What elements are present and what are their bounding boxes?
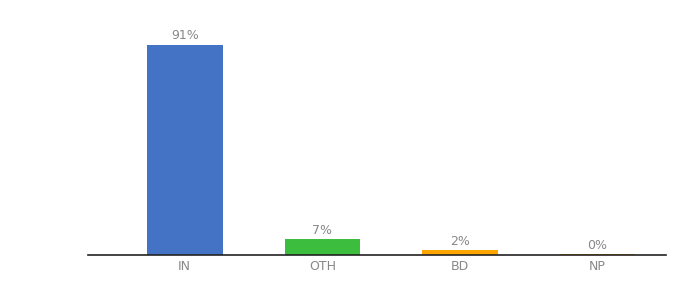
Text: 91%: 91%	[171, 29, 199, 43]
Bar	[422, 250, 498, 255]
Bar	[560, 254, 635, 255]
Text: 0%: 0%	[588, 239, 608, 252]
Text: 2%: 2%	[450, 235, 470, 248]
Text: 7%: 7%	[312, 224, 333, 236]
Bar	[147, 45, 222, 255]
Bar	[284, 239, 360, 255]
